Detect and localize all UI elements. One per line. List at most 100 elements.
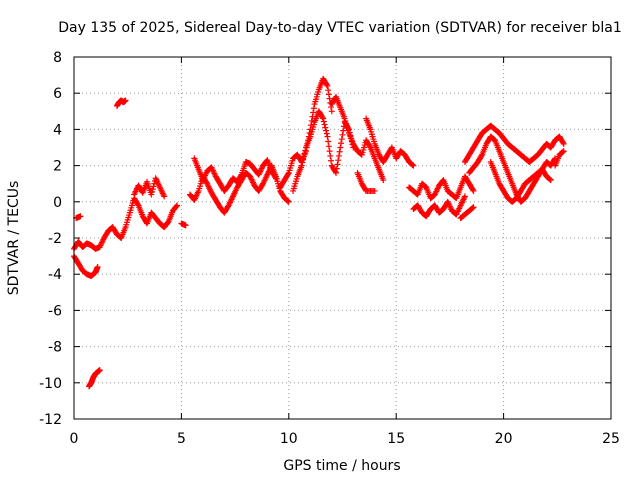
data-point bbox=[338, 136, 345, 143]
data-point bbox=[310, 109, 317, 116]
data-points bbox=[71, 75, 567, 390]
y-tick-label: 4 bbox=[53, 122, 62, 138]
y-tick-label: 6 bbox=[53, 86, 62, 102]
data-point bbox=[337, 144, 344, 151]
data-point bbox=[325, 87, 332, 94]
data-point bbox=[182, 222, 189, 229]
data-point bbox=[339, 131, 346, 138]
series-track-n bbox=[354, 169, 378, 194]
data-point bbox=[174, 202, 181, 209]
series-track-p bbox=[410, 193, 468, 220]
data-point bbox=[334, 161, 341, 168]
data-point bbox=[469, 204, 476, 211]
y-tick-label: -8 bbox=[48, 340, 62, 356]
x-tick-label: 5 bbox=[177, 431, 186, 447]
data-point bbox=[96, 367, 103, 374]
series-track-g bbox=[178, 220, 189, 229]
y-tick-label: -4 bbox=[48, 267, 62, 283]
data-point bbox=[272, 175, 279, 182]
data-point bbox=[326, 95, 333, 102]
data-point bbox=[326, 148, 333, 155]
data-point bbox=[380, 177, 387, 184]
data-point bbox=[323, 81, 330, 88]
x-tick-label: 15 bbox=[387, 431, 405, 447]
data-point bbox=[371, 187, 378, 194]
data-point bbox=[560, 148, 567, 155]
data-point bbox=[150, 183, 157, 190]
data-point bbox=[325, 138, 332, 145]
series-track-e bbox=[86, 367, 103, 390]
data-point bbox=[470, 204, 477, 211]
data-point bbox=[478, 152, 485, 159]
data-point bbox=[300, 156, 307, 163]
data-point bbox=[148, 191, 155, 198]
y-tick-label: -12 bbox=[39, 412, 62, 428]
data-point bbox=[325, 91, 332, 98]
data-point bbox=[325, 143, 332, 150]
series-track-t bbox=[487, 158, 554, 205]
series-track-b bbox=[71, 253, 101, 280]
series-track-q bbox=[457, 204, 477, 222]
series-track-l bbox=[328, 93, 387, 184]
data-point bbox=[310, 105, 317, 112]
data-point bbox=[299, 159, 306, 166]
series-track-o bbox=[406, 173, 477, 202]
x-tick-label: 10 bbox=[280, 431, 298, 447]
y-tick-label: 2 bbox=[53, 159, 62, 175]
y-tick-label: 0 bbox=[53, 195, 62, 211]
chart-title: Day 135 of 2025, Sidereal Day-to-day VTE… bbox=[58, 20, 621, 36]
data-point bbox=[161, 193, 168, 200]
data-point bbox=[323, 130, 330, 137]
data-point bbox=[333, 169, 340, 176]
y-axis-label: SDTVAR / TECUs bbox=[6, 181, 22, 296]
data-point bbox=[338, 140, 345, 147]
data-point bbox=[122, 97, 129, 104]
data-point bbox=[336, 148, 343, 155]
data-point bbox=[470, 187, 477, 194]
data-point bbox=[328, 157, 335, 164]
data-point bbox=[285, 198, 292, 205]
data-point bbox=[327, 152, 334, 159]
data-point bbox=[320, 118, 327, 125]
data-point bbox=[324, 82, 331, 89]
series-track-h bbox=[186, 162, 292, 216]
data-point bbox=[237, 172, 244, 179]
data-point bbox=[173, 203, 180, 210]
y-tick-label: -10 bbox=[39, 376, 62, 392]
data-point bbox=[335, 152, 342, 159]
data-point bbox=[149, 188, 156, 195]
data-point bbox=[285, 198, 292, 205]
series-track-m bbox=[363, 115, 417, 169]
data-point bbox=[469, 186, 476, 193]
data-point bbox=[328, 104, 335, 111]
data-point bbox=[285, 171, 292, 178]
data-point bbox=[94, 263, 101, 270]
data-point bbox=[333, 165, 340, 172]
data-point bbox=[410, 162, 417, 169]
y-tick-label: -2 bbox=[48, 231, 62, 247]
data-point bbox=[322, 124, 329, 131]
data-point bbox=[461, 193, 468, 200]
data-point bbox=[320, 115, 327, 122]
data-point bbox=[366, 143, 373, 150]
x-tick-label: 20 bbox=[495, 431, 513, 447]
data-point bbox=[547, 176, 554, 183]
x-tick-label: 0 bbox=[70, 431, 79, 447]
data-point bbox=[335, 157, 342, 164]
series-track-f bbox=[131, 175, 168, 200]
series-track-c bbox=[73, 213, 84, 222]
data-point bbox=[332, 168, 339, 175]
data-point bbox=[409, 161, 416, 168]
data-point bbox=[77, 213, 84, 220]
data-point bbox=[560, 139, 567, 146]
data-point bbox=[560, 140, 567, 147]
series-track-r bbox=[461, 122, 567, 165]
data-point bbox=[298, 162, 305, 169]
grid bbox=[74, 57, 611, 419]
data-point bbox=[302, 147, 309, 154]
data-point bbox=[319, 114, 326, 121]
data-point bbox=[324, 133, 331, 140]
axis-ticks: 0 5 10 15 20 25 -12 -10 -8 -6 -4 -2 0 2 4 6 8 bbox=[39, 50, 620, 447]
